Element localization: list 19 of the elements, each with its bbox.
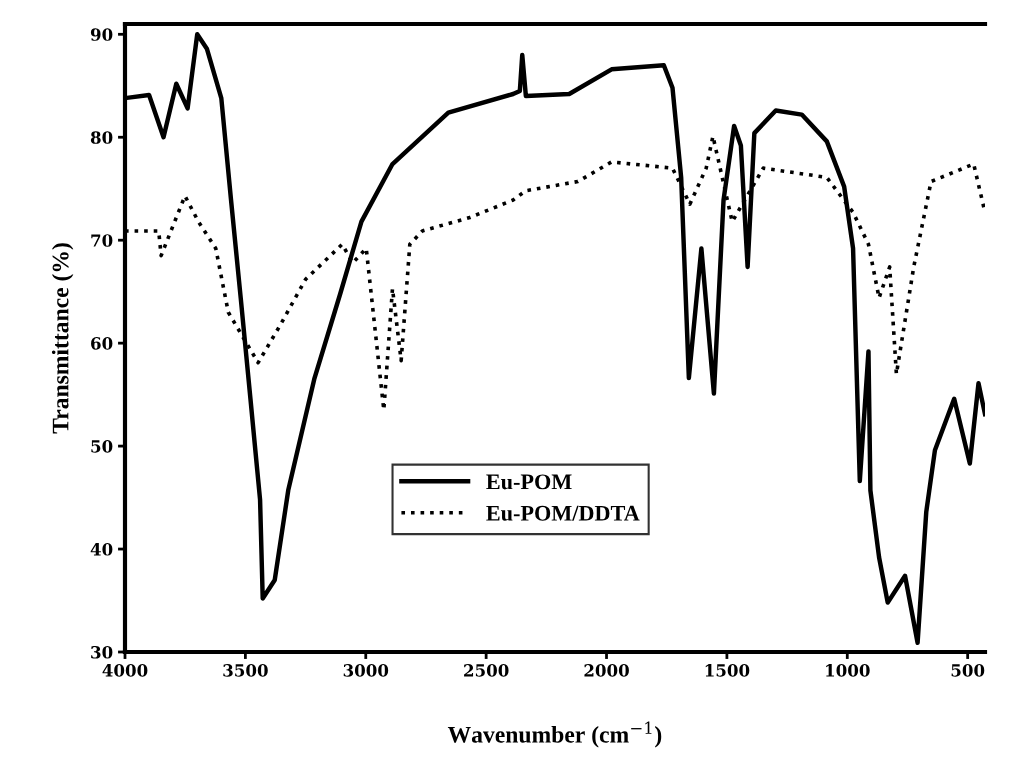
x-tick-label: 3000	[343, 664, 389, 677]
y-tick-label: 60	[91, 337, 113, 350]
x-axis-title: Wavenumber (cm$^{−1}$)	[447, 721, 662, 748]
y-tick-label: 90	[90, 28, 113, 41]
legend-label: Eu-POM	[486, 474, 572, 490]
x-tick-label: 500	[951, 664, 985, 677]
y-tick-label: 40	[90, 543, 113, 556]
y-tick-label: 70	[91, 234, 113, 247]
y-tick-label: 30	[91, 645, 113, 659]
y-tick-label: 50	[91, 440, 113, 453]
x-tick-label: 1000	[826, 664, 870, 677]
x-tick-label: 4000	[102, 664, 148, 677]
x-tick-label: 3500	[223, 664, 268, 677]
legend-label: Eu-POM/DDTA	[486, 505, 640, 521]
y-axis-title: Transmittance (%)	[51, 243, 74, 434]
x-tick-label: 2000	[584, 664, 629, 677]
y-tick-label: 80	[90, 131, 113, 144]
x-tick-label: 2500	[464, 664, 509, 677]
x-tick-label: 1500	[705, 664, 750, 677]
